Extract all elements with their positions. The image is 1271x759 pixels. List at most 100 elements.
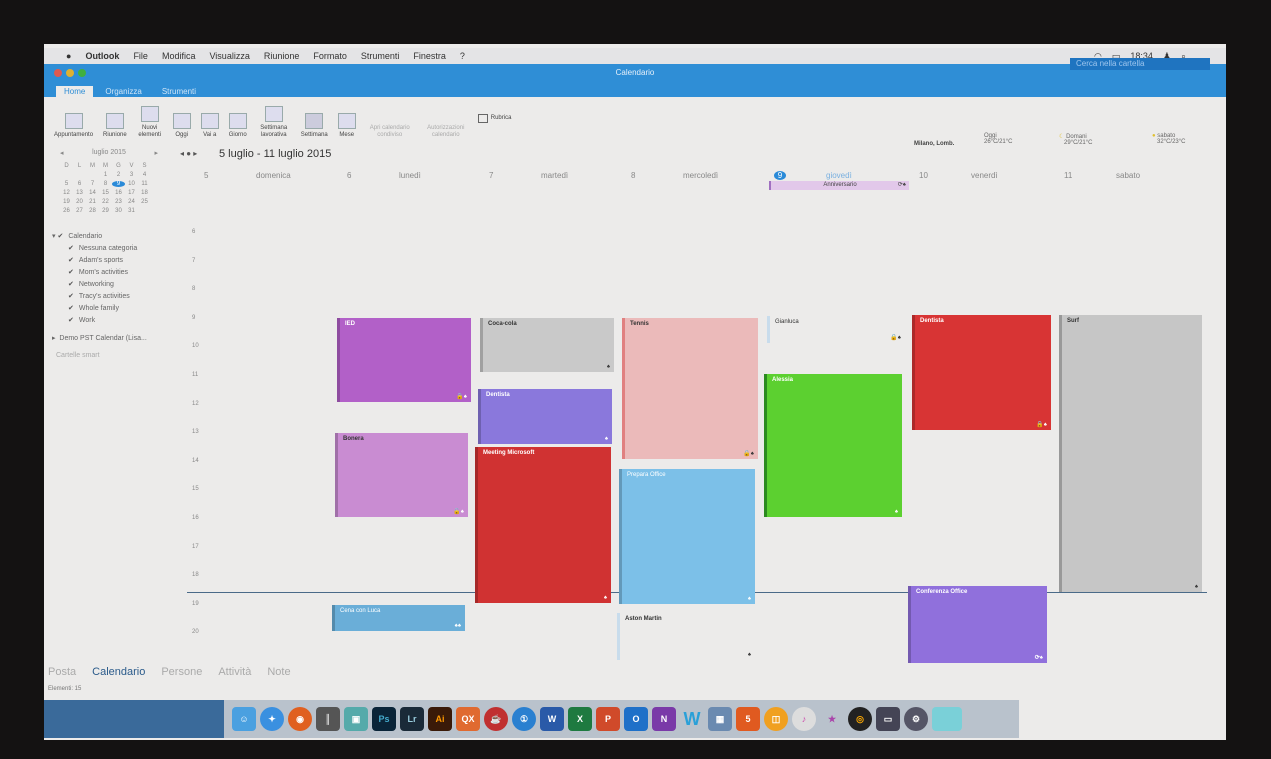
mini-day[interactable]: 5 [64, 181, 69, 187]
day-name[interactable]: venerdì [971, 171, 998, 180]
day-number[interactable]: 10 [919, 171, 928, 180]
checkbox-icon[interactable]: ✔ [68, 293, 74, 300]
firefox-icon[interactable]: ◉ [288, 707, 312, 731]
mini-day[interactable]: 27 [76, 208, 83, 214]
menu-finestra[interactable]: Finestra [413, 51, 446, 61]
event[interactable]: Bonera 🔒♠ [335, 433, 468, 517]
nav-calendario[interactable]: Calendario [92, 666, 146, 678]
category-item[interactable]: Work [78, 317, 96, 324]
checkbox-icon[interactable]: ✔ [57, 233, 64, 240]
prev-month-icon[interactable]: ◂ [60, 150, 64, 157]
month-view-button[interactable]: Mese [337, 113, 356, 139]
dvd-icon[interactable]: ◎ [848, 707, 872, 731]
category-item[interactable]: Tracy's activities [78, 293, 130, 300]
mini-day[interactable]: 18 [141, 190, 148, 196]
day-name[interactable]: domenica [256, 171, 291, 180]
calendar-root[interactable]: Calendario [68, 233, 103, 240]
new-meeting-button[interactable]: Riunione [103, 113, 127, 139]
event[interactable]: Cena con Luca ♠♠ [332, 605, 465, 631]
event[interactable]: Meeting Microsoft ♠ [475, 447, 611, 603]
event[interactable]: Surf ♠ [1059, 315, 1202, 592]
app-icon[interactable]: ▭ [876, 707, 900, 731]
calendar-permissions-button[interactable]: Autorizzazioni calendario [427, 125, 465, 138]
day-name[interactable]: sabato [1116, 171, 1141, 180]
mini-day[interactable]: 14 [89, 190, 96, 196]
tab-home[interactable]: Home [56, 86, 94, 97]
mini-day[interactable]: 3 [129, 172, 134, 178]
expand-icon[interactable]: ▾ [52, 233, 58, 240]
event[interactable]: Aston Martin ♠ [617, 613, 755, 660]
close-button[interactable] [54, 69, 62, 77]
mini-day[interactable]: 29 [102, 208, 109, 214]
mini-day[interactable]: 4 [142, 172, 147, 178]
user-icon[interactable]: ♟ [1162, 51, 1171, 61]
allday-event[interactable]: Anniversario ⟳♠ [769, 181, 909, 190]
day-view-button[interactable]: Giorno [228, 113, 247, 139]
mini-day[interactable]: 31 [128, 208, 135, 214]
mini-day[interactable]: 11 [141, 181, 148, 187]
tab-strumenti[interactable]: Strumenti [161, 87, 197, 96]
app-w-icon[interactable]: W [683, 708, 701, 729]
menu-formato[interactable]: Formato [313, 51, 347, 61]
nav-attivita[interactable]: Attività [218, 666, 252, 678]
system-preferences-icon[interactable]: ⚙ [904, 707, 928, 731]
onenote-icon[interactable]: N [652, 707, 676, 731]
event[interactable]: Coca-cola ♠ [480, 318, 614, 372]
minimize-button[interactable] [66, 69, 74, 77]
day-number[interactable]: 8 [631, 171, 636, 180]
itunes-icon[interactable]: ♪ [792, 707, 816, 731]
day-number[interactable]: 9 [774, 171, 786, 180]
next-month-icon[interactable]: ▸ [154, 150, 158, 157]
work-week-view-button[interactable]: Settimana lavorativa [257, 106, 291, 139]
mini-day[interactable]: 19 [63, 199, 70, 205]
lightroom-icon[interactable]: Lr [400, 707, 424, 731]
mini-day[interactable]: 26 [63, 208, 70, 214]
week-view-button[interactable]: Settimana [301, 113, 328, 139]
folder-icon[interactable] [932, 707, 962, 731]
new-items-button[interactable]: Nuovi elementi [137, 106, 163, 139]
mini-day[interactable] [86, 172, 99, 178]
mini-day[interactable]: 8 [103, 181, 108, 187]
mini-day[interactable]: 24 [128, 199, 135, 205]
1password-icon[interactable]: ① [512, 707, 536, 731]
spotlight-icon[interactable]: ⌕ [1180, 51, 1186, 61]
ibooks-icon[interactable]: ◫ [764, 707, 788, 731]
menu-file[interactable]: File [133, 51, 148, 61]
mini-day[interactable]: 30 [115, 208, 122, 214]
mini-day[interactable]: 16 [115, 190, 122, 196]
zoom-button[interactable] [78, 69, 86, 77]
new-appointment-button[interactable]: Appuntamento [54, 113, 93, 139]
mini-day[interactable]: 15 [102, 190, 109, 196]
finder-icon[interactable]: ☺ [232, 707, 256, 731]
event[interactable]: Tennis 🔒♠ [622, 318, 758, 459]
mini-day[interactable]: 25 [141, 199, 148, 205]
goto-button[interactable]: Vai a [200, 113, 219, 139]
mini-day[interactable]: 6 [77, 181, 82, 187]
day-number[interactable]: 7 [489, 171, 494, 180]
mini-day[interactable]: 20 [76, 199, 83, 205]
clock[interactable]: 18:34 [1130, 51, 1153, 61]
mini-day[interactable]: 28 [89, 208, 96, 214]
open-shared-calendar-button[interactable]: Apri calendario condiviso [369, 125, 410, 138]
category-item[interactable]: Adam's sports [78, 257, 124, 264]
menu-visualizza[interactable]: Visualizza [209, 51, 250, 61]
checkbox-icon[interactable]: ✔ [68, 317, 74, 324]
event[interactable]: Dentista ♠ [478, 389, 612, 444]
mini-day[interactable] [73, 172, 86, 178]
checkbox-icon[interactable]: ✔ [68, 257, 74, 264]
powerpoint-icon[interactable]: P [596, 707, 620, 731]
mini-day[interactable]: 2 [116, 172, 121, 178]
apple-icon[interactable]: ● [66, 51, 72, 61]
day-name[interactable]: giovedì [826, 171, 852, 180]
mini-day[interactable]: 9 [112, 181, 125, 187]
wifi-icon[interactable]: ◠ [1093, 51, 1102, 61]
illustrator-icon[interactable]: Ai [428, 707, 452, 731]
event[interactable]: IED 🔒♠ [337, 318, 471, 402]
search-input[interactable]: Cerca nella cartella [1070, 58, 1210, 70]
mini-calendar[interactable]: D L M M G V S 1 2 3 4 5 6 7 8 9 10 11 12 13 14 15 16 17 18 19 20 21… [52, 163, 166, 214]
mini-day[interactable]: 12 [63, 190, 70, 196]
event[interactable]: Prepara Office ♠ [619, 469, 755, 604]
today-button[interactable]: Oggi [172, 113, 191, 139]
mini-day[interactable]: 17 [128, 190, 135, 196]
event[interactable]: Dentista 🔒♠ [912, 315, 1051, 430]
